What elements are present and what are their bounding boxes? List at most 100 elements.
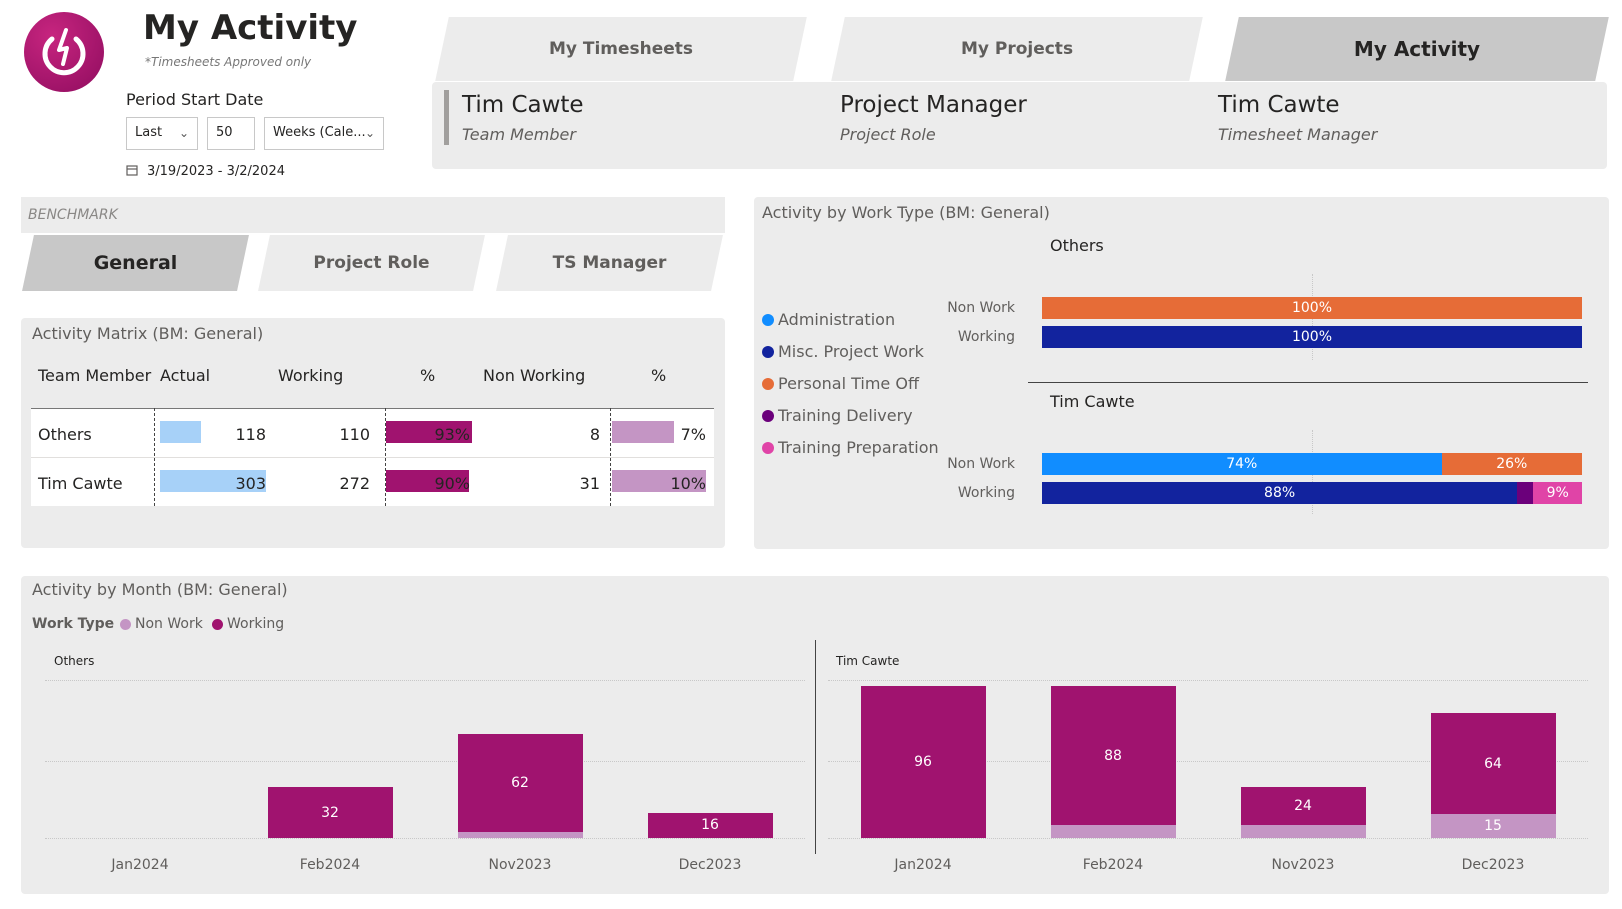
- actual-bar: [160, 421, 201, 443]
- period-unit-value: Weeks (Cale...: [273, 125, 366, 140]
- facet-title: Others: [54, 654, 95, 668]
- gridline: [45, 680, 805, 681]
- facet-divider: [1028, 382, 1588, 383]
- matrix-cell-working-pct: 90%: [434, 474, 470, 493]
- matrix-cell-working: 110: [339, 425, 370, 444]
- benchmark-tab-project-role[interactable]: Project Role: [258, 235, 485, 291]
- matrix-cell-member[interactable]: Others: [38, 425, 92, 444]
- non-working-pct-bar: [612, 470, 706, 492]
- bar-segment: 16: [647, 812, 773, 838]
- legend-item-training-delivery[interactable]: Training Delivery: [762, 406, 913, 425]
- bar-segment: 88%: [1042, 482, 1518, 504]
- matrix-header-working: Working: [278, 366, 344, 385]
- tab-label: Project Role: [313, 253, 430, 273]
- bar-segment: 64: [1430, 713, 1556, 815]
- gridline: [828, 680, 1588, 681]
- category-label: Non Work: [947, 456, 1015, 472]
- legend-label: Misc. Project Work: [778, 342, 924, 361]
- facet-divider: [815, 640, 816, 854]
- matrix-header-non-working: Non Working: [483, 366, 586, 385]
- period-mode-value: Last: [135, 125, 163, 140]
- working-pct-bar: [386, 470, 469, 492]
- tab-label: TS Manager: [552, 253, 667, 273]
- legend-label: Non Work: [135, 616, 203, 632]
- tab-my-activity[interactable]: My Activity: [1225, 17, 1609, 81]
- tab-label: My Timesheets: [548, 39, 694, 59]
- matrix-cell-non-working: 31: [579, 474, 600, 493]
- bar-segment: 74%: [1042, 453, 1442, 475]
- period-count-input[interactable]: 50: [207, 117, 255, 150]
- facet-title: Tim Cawte: [836, 654, 900, 668]
- actual-bar: [160, 470, 266, 492]
- matrix-cell-actual: 303: [235, 474, 266, 493]
- legend-item-misc-project-work[interactable]: Misc. Project Work: [762, 342, 924, 361]
- row-divider: [31, 457, 714, 458]
- period-unit-dropdown[interactable]: Weeks (Cale... ⌄: [264, 117, 384, 150]
- info-role: Timesheet Manager: [1218, 125, 1378, 144]
- benchmark-tab-ts-manager[interactable]: TS Manager: [496, 235, 723, 291]
- legend-item-training-preparation[interactable]: Training Preparation: [762, 438, 939, 457]
- legend-item-working[interactable]: Working: [212, 616, 284, 632]
- matrix-header-member: Team Member: [38, 366, 152, 385]
- bar-segment: 15: [1430, 814, 1556, 838]
- tab-label: My Activity: [1353, 37, 1481, 61]
- legend-item-administration[interactable]: Administration: [762, 310, 895, 329]
- matrix-cell-member[interactable]: Tim Cawte: [38, 474, 123, 493]
- non-working-pct-bar: [612, 421, 674, 443]
- benchmark-tab-general[interactable]: General: [22, 235, 249, 291]
- app-logo: [24, 12, 104, 92]
- x-tick-label: Dec2023: [1461, 857, 1525, 873]
- legend-label: Personal Time Off: [778, 374, 919, 393]
- matrix-header-working-pct: %: [420, 366, 436, 385]
- legend-dot: [762, 345, 774, 358]
- tab-my-timesheets[interactable]: My Timesheets: [435, 17, 807, 81]
- category-label: Non Work: [947, 300, 1015, 316]
- info-name: Tim Cawte: [462, 92, 584, 118]
- facet-title: Others: [1050, 236, 1104, 255]
- info-role: Team Member: [462, 125, 576, 144]
- bar-segment: 32: [267, 787, 393, 838]
- tab-label: General: [93, 252, 178, 274]
- tab-label: My Projects: [960, 39, 1074, 59]
- bar-segment: [1240, 825, 1366, 838]
- x-tick-label: Feb2024: [299, 857, 361, 873]
- accent-bar: [444, 90, 449, 145]
- column-separator: [385, 408, 386, 506]
- calendar-icon[interactable]: [126, 164, 139, 177]
- tab-my-projects[interactable]: My Projects: [831, 17, 1203, 81]
- legend-dot: [120, 618, 131, 630]
- chevron-down-icon: ⌄: [364, 126, 375, 140]
- bar-segment: 9%: [1533, 482, 1582, 504]
- bar-segment: 96: [860, 686, 986, 838]
- x-tick-label: Dec2023: [678, 857, 742, 873]
- period-start-label: Period Start Date: [126, 90, 264, 109]
- benchmark-label: BENCHMARK: [28, 207, 118, 223]
- matrix-table: [31, 408, 714, 506]
- legend-item-personal-time-off[interactable]: Personal Time Off: [762, 374, 919, 393]
- legend-dot: [762, 313, 774, 326]
- x-tick-label: Jan2024: [894, 857, 952, 873]
- bar-segment: 26%: [1441, 453, 1582, 475]
- column-separator: [154, 408, 155, 506]
- period-mode-dropdown[interactable]: Last ⌄: [126, 117, 198, 150]
- work-type-title: Activity by Work Type (BM: General): [762, 203, 1050, 222]
- category-label: Working: [957, 329, 1015, 345]
- x-tick-label: Nov2023: [488, 857, 552, 873]
- power-icon: [42, 28, 86, 76]
- matrix-header-actual: Actual: [160, 366, 211, 385]
- x-tick-label: Feb2024: [1082, 857, 1144, 873]
- bar-segment: [1517, 482, 1534, 504]
- info-name: Tim Cawte: [1218, 92, 1340, 118]
- legend-dot: [762, 441, 774, 454]
- matrix-title: Activity Matrix (BM: General): [32, 324, 264, 343]
- matrix-cell-actual: 118: [235, 425, 266, 444]
- bar-segment: 88: [1050, 686, 1176, 826]
- working-pct-bar: [386, 421, 472, 443]
- legend-label: Working: [227, 616, 285, 632]
- page-title: My Activity: [143, 8, 358, 48]
- info-role: Project Role: [840, 125, 936, 144]
- matrix-cell-non-working-pct: 7%: [680, 425, 706, 444]
- legend-label: Training Delivery: [778, 406, 913, 425]
- gridline: [45, 838, 805, 839]
- legend-item-non-work[interactable]: Non Work: [120, 616, 203, 632]
